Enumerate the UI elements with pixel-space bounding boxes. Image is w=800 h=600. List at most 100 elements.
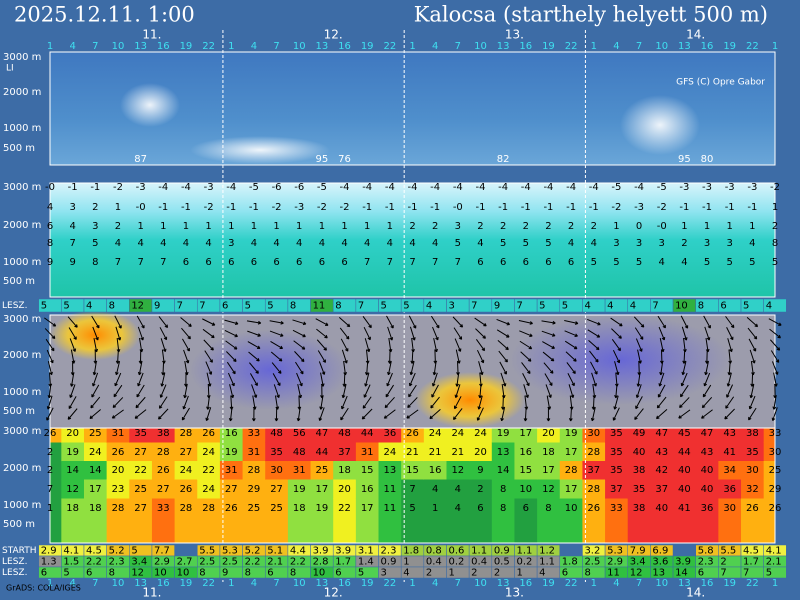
speed-cell (333, 498, 357, 544)
hour-label: 7 (455, 41, 461, 52)
day-label: 12. (324, 586, 343, 600)
speed-value: 40 (655, 503, 668, 514)
strip-value: 5 (63, 301, 69, 312)
strip-value: 5.5 (199, 546, 215, 557)
day-label: 11. (142, 586, 161, 600)
speed-value: 34 (723, 465, 736, 476)
wind-arrow (387, 326, 394, 341)
strip-value: 2.1 (267, 557, 283, 568)
hour-label: 19 (723, 41, 736, 52)
strip-value: 6 (222, 301, 228, 312)
speed-cell (605, 442, 629, 462)
temperature-value: 1 (341, 221, 347, 232)
temperature-value: 4 (659, 257, 665, 268)
wind-arrow (341, 384, 347, 399)
hour-label: 22 (746, 41, 759, 52)
temperature-value: 7 (115, 257, 121, 268)
temperature-value: 6 (341, 257, 347, 268)
speed-value: 30 (723, 503, 736, 514)
wind-arrow (410, 349, 415, 364)
temperature-value: -4 (158, 182, 168, 193)
temperature-value: -1 (181, 202, 191, 213)
temperature-value: 4 (591, 238, 597, 249)
strip-value: 1.8 (562, 557, 578, 568)
speed-cell (50, 461, 62, 480)
wind-arrow (114, 315, 122, 329)
wind-arrow (111, 409, 124, 419)
temperature-value: -1 (725, 202, 735, 213)
wind-arrow (541, 320, 556, 325)
wind-arrow (680, 372, 688, 387)
wind-arrow (341, 395, 348, 410)
speed-value: 43 (655, 447, 668, 458)
strip-value: 3.1 (358, 546, 374, 557)
temperature-value: -2 (272, 202, 282, 213)
wind-arrow (387, 361, 392, 376)
speed-value: 37 (655, 484, 668, 495)
speed-cell (559, 442, 583, 462)
speed-cell (333, 442, 357, 462)
temperature-value: -1 (589, 202, 599, 213)
speed-value: 28 (157, 447, 170, 458)
wind-arrow (703, 315, 711, 329)
wind-arrow (68, 396, 77, 409)
temperature-value: 5 (500, 238, 506, 249)
speed-value: 24 (383, 447, 396, 458)
strip-value: 1 (449, 568, 455, 579)
strip-value: 6 (698, 568, 704, 579)
wind-arrow (202, 318, 216, 326)
hour-label: 1 (772, 41, 778, 52)
strip-value: 2.8 (313, 557, 329, 568)
speed-cell (718, 498, 742, 544)
wind-arrow (587, 318, 601, 326)
strip-value: 4.5 (743, 546, 759, 557)
speed-cell (197, 498, 221, 544)
wind-arrow (137, 372, 144, 387)
speed-value: 17 (565, 484, 578, 495)
strip-value: 6 (267, 568, 273, 579)
temperature-value: 1 (364, 221, 370, 232)
speed-cell (174, 442, 198, 462)
temperature-value: -1 (408, 202, 418, 213)
temperature-value: 7 (387, 257, 393, 268)
hour-label: 16 (157, 578, 170, 589)
speed-value: 17 (316, 484, 329, 495)
speed-value: 21 (406, 447, 419, 458)
speed-cell (106, 461, 130, 480)
speed-cell (355, 479, 380, 499)
temperature-value: -1 (362, 202, 372, 213)
strip-value: 3.2 (584, 546, 600, 557)
speed-value: 11 (383, 503, 396, 514)
wind-arrow (296, 406, 301, 422)
wind-arrow (269, 320, 284, 325)
hour-label: 16 (701, 41, 714, 52)
wind-arrow (657, 315, 666, 329)
temperature-value: 1 (727, 221, 733, 232)
speed-cell (129, 442, 153, 462)
wind-arrow (519, 330, 533, 337)
speed-cell (265, 442, 289, 462)
wind-arrow (158, 316, 169, 328)
wind-arrow (521, 362, 531, 375)
speed-cell (650, 442, 674, 462)
hour-label: 1 (591, 41, 597, 52)
speed-value: 22 (202, 465, 215, 476)
speed-cell (673, 428, 697, 443)
wind-arrow (338, 316, 351, 328)
temperature-value: -1 (543, 202, 553, 213)
speed-cell (401, 461, 425, 480)
speed-value: 40 (678, 465, 691, 476)
strip-value: 5.2 (109, 546, 125, 557)
wind-arrow (678, 409, 691, 419)
speed-value: 16 (225, 428, 238, 439)
hour-label: 4 (432, 578, 438, 589)
hour-label: 22 (746, 578, 759, 589)
speed-cell (559, 498, 583, 544)
cloud-value: 95 (316, 154, 329, 165)
temperature-value: -3 (634, 202, 644, 213)
strip-value: 1.7 (335, 557, 351, 568)
strip-value: 8 (245, 568, 251, 579)
speed-value: 49 (633, 428, 646, 439)
temperature-value: 6 (319, 257, 325, 268)
temperature-value: 4 (251, 238, 257, 249)
